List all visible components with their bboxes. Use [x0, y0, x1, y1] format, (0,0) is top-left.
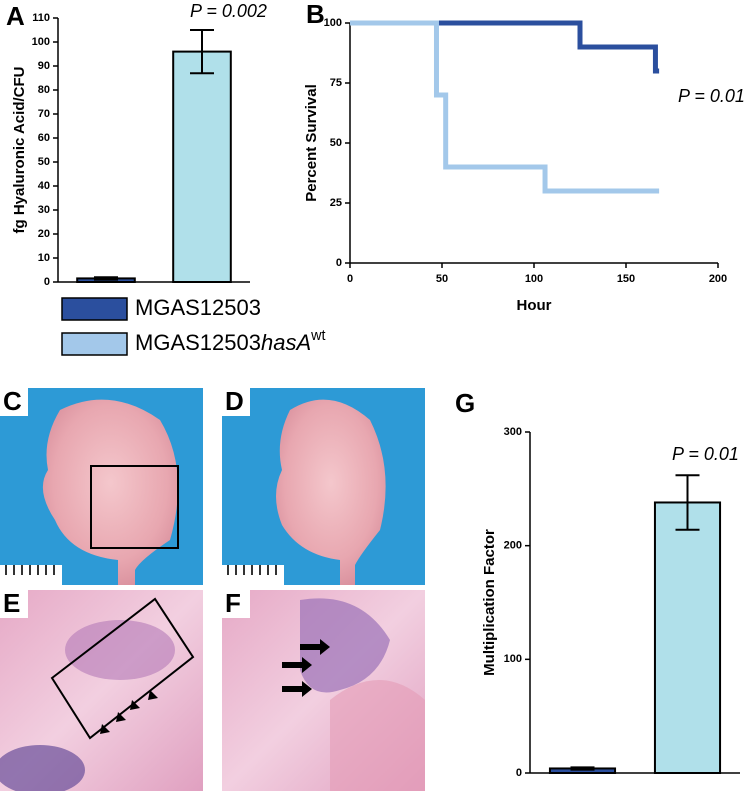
y-tick-label: 70	[38, 108, 50, 120]
panel-label-box	[222, 388, 250, 416]
p-value: P = 0.002	[190, 1, 267, 21]
y-tick-label: 100	[32, 36, 50, 48]
legend-swatch	[61, 297, 128, 321]
error-bar	[94, 276, 118, 281]
x-tick-label: 100	[525, 273, 543, 285]
panel-label: D	[225, 386, 244, 416]
text-part: = 0.002	[201, 1, 267, 21]
legend-swatch	[61, 332, 128, 356]
photo-c	[0, 388, 203, 585]
x-tick-label: 200	[709, 273, 727, 285]
y-tick-label: 100	[324, 17, 342, 29]
p-value: P = 0.01	[672, 444, 739, 464]
y-tick-label: 110	[32, 12, 50, 24]
p-value: P = 0.01	[678, 86, 745, 106]
error-bar	[190, 29, 214, 75]
legend-label: MGAS12503hasAwt	[135, 328, 325, 355]
y-axis-title: fg Hyaluronic Acid/CFU	[11, 67, 28, 234]
y-tick-label: 100	[504, 653, 522, 665]
survival-line	[350, 20, 660, 194]
y-tick-label: 75	[330, 77, 342, 89]
panel-label: G	[455, 388, 475, 418]
y-tick-label: 50	[38, 156, 50, 168]
y-tick-label: 200	[504, 540, 522, 552]
panel-label: B	[306, 0, 325, 29]
photo-f	[222, 590, 425, 791]
y-tick-label: 300	[504, 426, 522, 438]
y-axis-title: Percent Survival	[303, 84, 320, 202]
y-tick-label: 0	[44, 276, 50, 288]
text-part: P	[190, 1, 202, 21]
text-part: = 0.01	[683, 444, 739, 464]
error-bar	[570, 766, 595, 771]
panel-label: E	[3, 588, 20, 618]
panel-label: A	[6, 1, 25, 31]
y-tick-label: 30	[38, 204, 50, 216]
y-axis-title: Multiplication Factor	[481, 529, 498, 676]
error-bar	[675, 474, 700, 531]
bar	[172, 50, 232, 283]
x-axis-title: Hour	[517, 297, 552, 314]
y-tick-label: 20	[38, 228, 50, 240]
panel-label: F	[225, 588, 241, 618]
text-part: P	[672, 444, 684, 464]
photo-d	[222, 388, 425, 585]
text-part: MGAS12503	[135, 295, 261, 320]
survival-line	[350, 20, 660, 74]
text-part: P	[678, 86, 690, 106]
text-part: wt	[310, 328, 325, 344]
y-tick-label: 25	[330, 197, 342, 209]
y-tick-label: 10	[38, 252, 50, 264]
x-tick-label: 0	[347, 273, 353, 285]
y-tick-label: 80	[38, 84, 50, 96]
text-part: = 0.01	[689, 86, 745, 106]
y-tick-label: 0	[516, 767, 522, 779]
y-tick-label: 60	[38, 132, 50, 144]
legend-label: MGAS12503	[135, 295, 261, 320]
text-part: hasA	[261, 330, 311, 355]
text-part: MGAS12503	[135, 330, 261, 355]
panel-label-box	[222, 590, 250, 618]
panel-label: C	[3, 386, 22, 416]
photo-e	[0, 590, 203, 791]
y-tick-label: 0	[336, 257, 342, 269]
panel-label-box	[0, 388, 28, 416]
panel-label-box	[0, 590, 28, 618]
y-tick-label: 90	[38, 60, 50, 72]
bar	[653, 501, 722, 774]
y-tick-label: 50	[330, 137, 342, 149]
x-tick-label: 50	[436, 273, 448, 285]
y-tick-label: 40	[38, 180, 50, 192]
x-tick-label: 150	[617, 273, 635, 285]
